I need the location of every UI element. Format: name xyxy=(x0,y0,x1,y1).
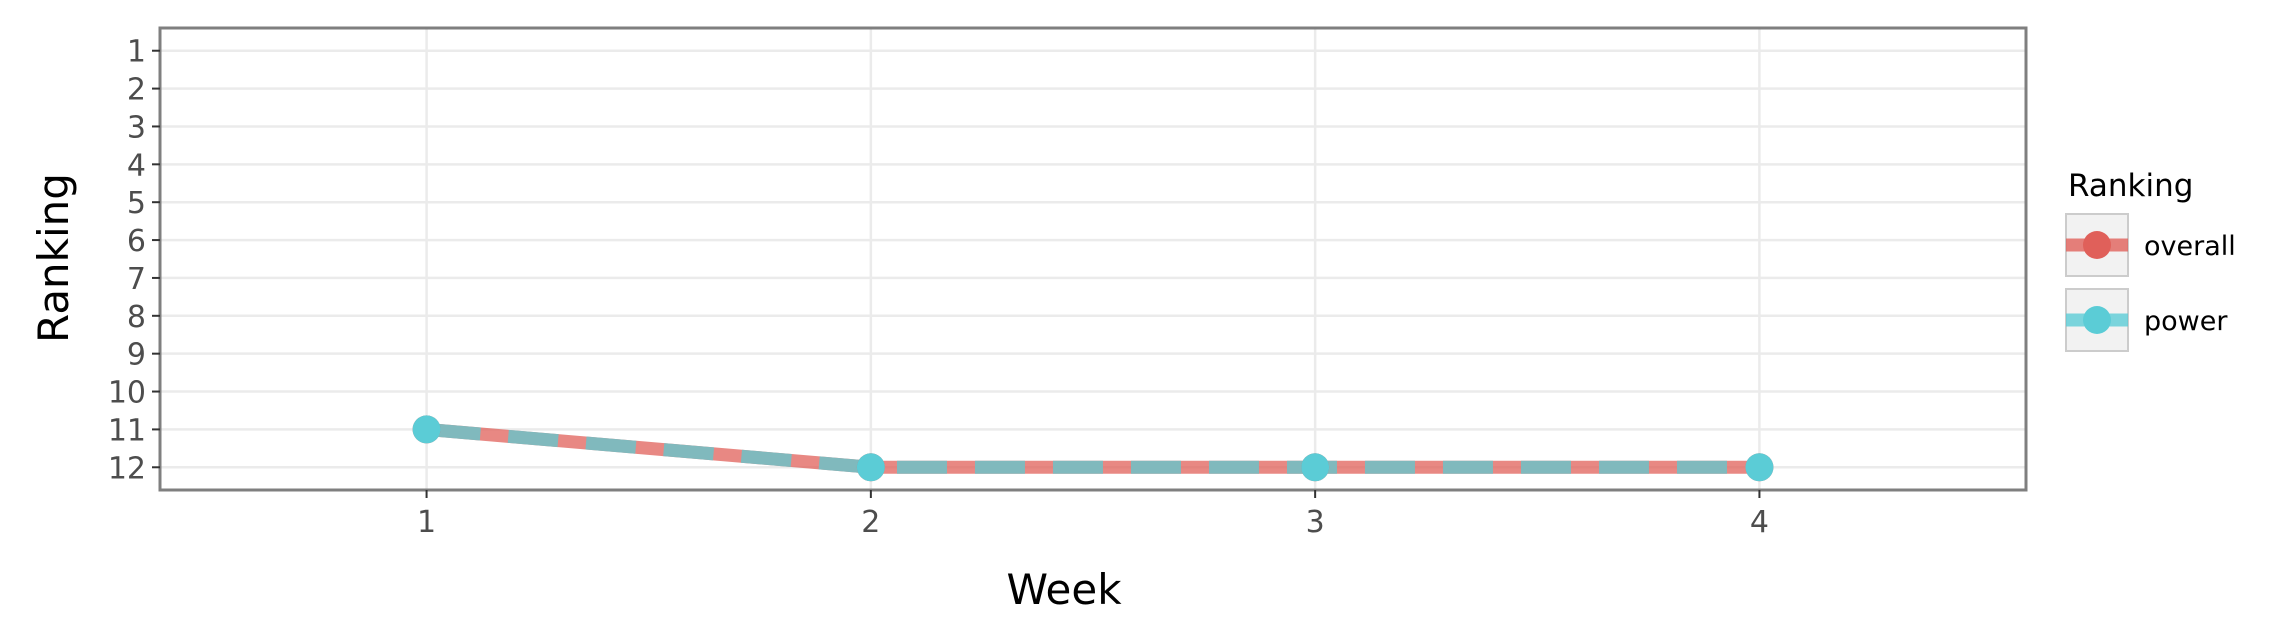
y-axis-title: Ranking xyxy=(29,173,78,343)
legend-key-point xyxy=(2083,306,2111,334)
grid xyxy=(160,28,2026,490)
data-point-power xyxy=(1745,453,1774,482)
y-tick-label: 1 xyxy=(127,35,146,70)
y-tick-label: 7 xyxy=(127,262,146,297)
legend-key-point xyxy=(2083,231,2111,259)
x-tick-label: 2 xyxy=(861,505,880,540)
series-line-power xyxy=(426,422,1760,474)
axis-ticks xyxy=(152,49,1761,498)
legend-items: overall power xyxy=(2065,213,2236,352)
data-point-power xyxy=(1301,453,1330,482)
x-tick-label: 3 xyxy=(1306,505,1325,540)
y-tick-label: 12 xyxy=(108,451,146,486)
x-axis-title: Week xyxy=(1006,565,1122,614)
legend-item-power: power xyxy=(2065,288,2228,352)
data-points xyxy=(412,415,1774,482)
y-tick-label: 5 xyxy=(127,186,146,221)
legend: Ranking overall power xyxy=(2065,168,2236,352)
y-tick-label: 3 xyxy=(127,110,146,145)
data-point-power xyxy=(856,453,885,482)
legend-item-overall: overall xyxy=(2065,213,2236,277)
x-tick-label: 4 xyxy=(1750,505,1769,540)
x-tick-label: 1 xyxy=(417,505,436,540)
x-tick-labels: 1 2 3 4 xyxy=(417,505,1769,540)
legend-label: overall xyxy=(2144,231,2236,262)
y-tick-label: 9 xyxy=(127,338,146,373)
y-tick-label: 8 xyxy=(127,300,146,335)
y-tick-label: 2 xyxy=(127,73,146,108)
y-tick-label: 11 xyxy=(108,413,146,448)
plot-panel-border xyxy=(158,26,2028,492)
data-point-power xyxy=(412,415,441,444)
series-lines xyxy=(426,422,1760,474)
y-tick-label: 4 xyxy=(127,148,146,183)
y-tick-label: 10 xyxy=(108,376,146,411)
y-tick-label: 6 xyxy=(127,224,146,259)
legend-label: power xyxy=(2144,306,2228,337)
legend-title: Ranking xyxy=(2068,168,2193,204)
